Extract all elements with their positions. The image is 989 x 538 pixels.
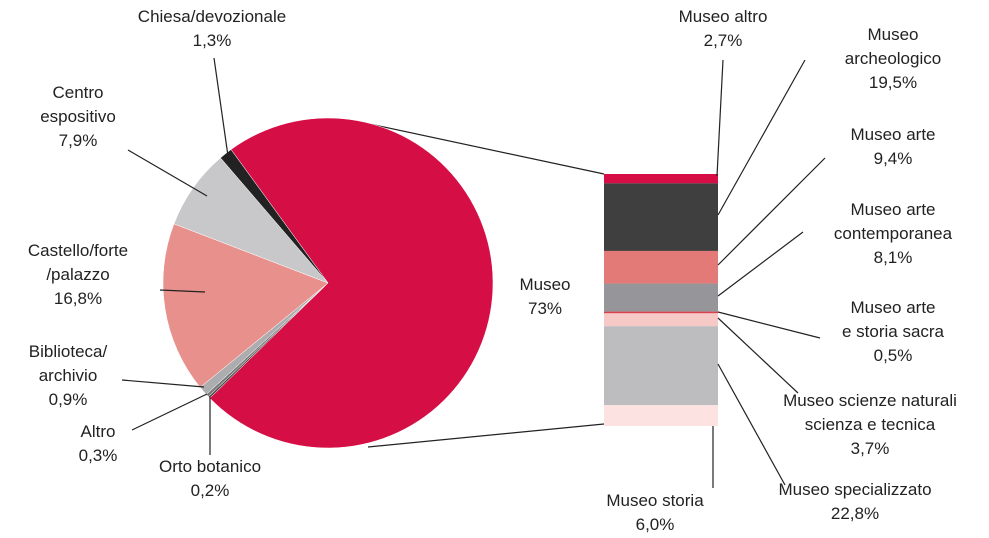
- leader-line: [717, 231, 804, 297]
- segment-value-label: 0,5%: [874, 346, 913, 365]
- bar-segment: [604, 283, 718, 312]
- segment-value-label: 8,1%: [874, 248, 913, 267]
- slice-label: Orto botanico: [159, 457, 261, 476]
- bar-segment: [604, 174, 718, 184]
- segment-value-label: 3,7%: [851, 439, 890, 458]
- segment-label: Museo arte e storia sacra: [842, 298, 945, 341]
- slice-label: Centro espositivo: [40, 83, 116, 126]
- segment-label: Museo altro: [679, 7, 768, 26]
- segment-value-label: 9,4%: [874, 149, 913, 168]
- segment-value-label: 19,5%: [869, 73, 917, 92]
- bar-segment: [604, 326, 718, 406]
- slice-value-label: 7,9%: [59, 131, 98, 150]
- segment-label: Museo scienze naturali scienza e tecnica: [783, 391, 957, 434]
- slice-value-label: 1,3%: [193, 31, 232, 50]
- segment-value-label: 22,8%: [831, 504, 879, 523]
- slice-value-label: 0,3%: [79, 446, 118, 465]
- pie-slice: [209, 117, 494, 449]
- slice-value-label: 73%: [528, 299, 562, 318]
- bar-segment: [604, 311, 718, 314]
- slice-label: Altro: [81, 422, 116, 441]
- slice-label: Museo: [519, 275, 570, 294]
- leader-line: [213, 57, 229, 157]
- leader-line: [121, 379, 205, 388]
- slice-value-label: 16,8%: [54, 289, 102, 308]
- bar-segment: [604, 405, 718, 426]
- segment-value-label: 6,0%: [636, 515, 675, 534]
- segment-label: Museo archeologico: [845, 25, 941, 68]
- slice-value-label: 0,2%: [191, 481, 230, 500]
- leader-line: [717, 317, 799, 394]
- connector-line: [367, 423, 605, 448]
- segment-label: Museo arte: [850, 125, 935, 144]
- leader-line: [717, 59, 806, 216]
- segment-label: Museo arte contemporanea: [834, 200, 953, 243]
- slice-value-label: 0,9%: [49, 390, 88, 409]
- slice-label: Biblioteca/archivio: [29, 342, 108, 385]
- pie-slice: [162, 223, 329, 388]
- leader-line: [127, 149, 208, 197]
- bar-segment: [604, 183, 718, 251]
- segment-label: Museo storia: [606, 491, 704, 510]
- leader-line: [131, 393, 208, 431]
- bar-segment: [604, 313, 718, 327]
- leader-line: [717, 363, 786, 486]
- slice-label: Castello/forte/palazzo: [28, 241, 128, 284]
- segment-value-label: 2,7%: [704, 31, 743, 50]
- leader-line: [159, 289, 206, 293]
- slice-label: Chiesa/devozionale: [138, 7, 286, 26]
- pie-slice: [220, 149, 329, 284]
- leader-line: [716, 59, 724, 177]
- connector-line: [369, 123, 605, 175]
- leader-line: [717, 311, 821, 339]
- segment-label: Museo specializzato: [778, 480, 931, 499]
- leader-line: [717, 157, 826, 266]
- bar-segment: [604, 250, 718, 284]
